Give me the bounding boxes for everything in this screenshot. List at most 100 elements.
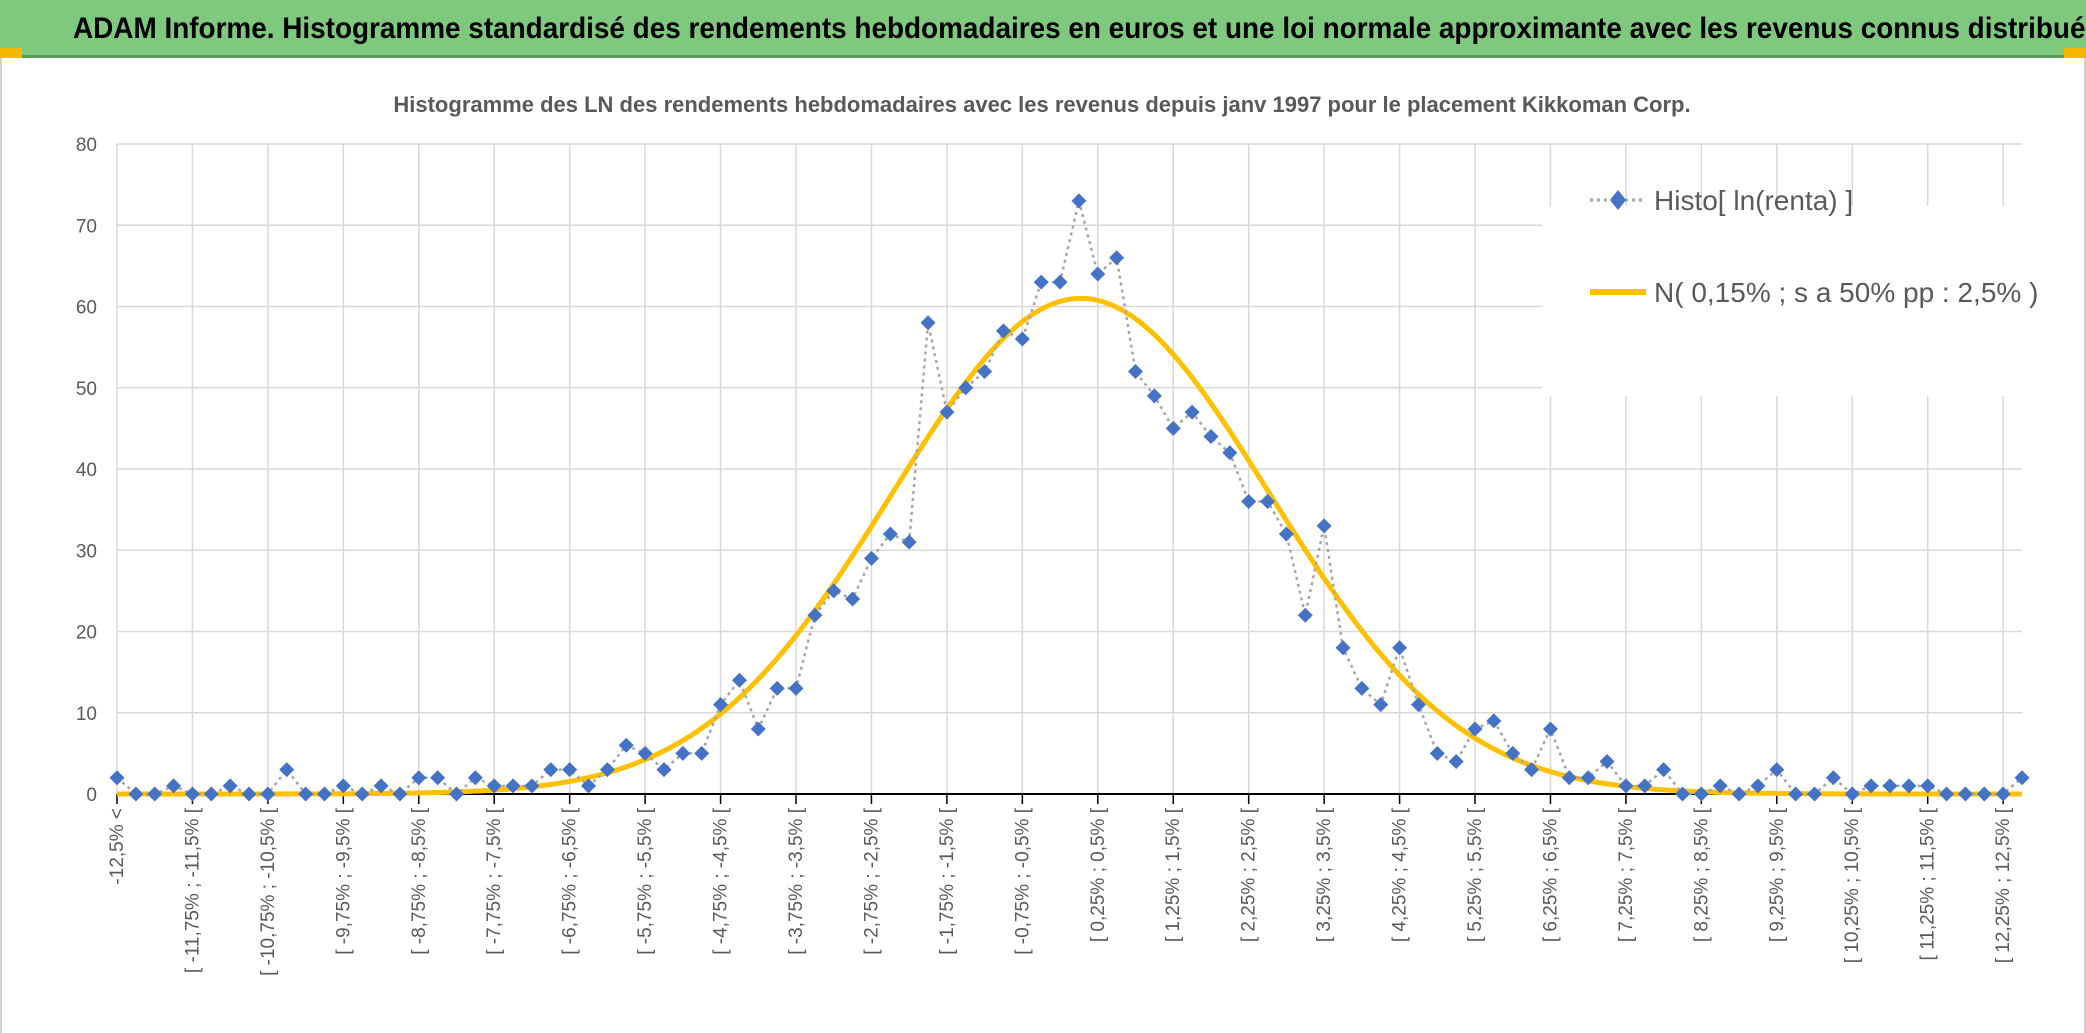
histo-point — [1731, 786, 1747, 802]
histo-point — [1241, 494, 1257, 509]
histo-point — [222, 778, 238, 794]
histo-point — [1957, 786, 1973, 802]
histo-point — [1693, 786, 1709, 802]
histo-point — [1071, 193, 1087, 209]
x-tick-label: [ 7,25% ; 7,5% [ — [1616, 807, 1637, 942]
histo-point — [1863, 778, 1879, 794]
histo-point — [1580, 770, 1596, 786]
histo-point — [2014, 770, 2030, 786]
histo-point — [486, 778, 502, 794]
legend-box — [1542, 206, 2042, 396]
report-banner: ADAM Informe. Histogramme standardisé de… — [0, 0, 2086, 58]
histo-point — [1316, 518, 1332, 534]
histo-point — [769, 680, 785, 696]
histo-point — [599, 762, 615, 778]
histo-point — [543, 762, 559, 778]
histo-point — [128, 786, 144, 802]
y-tick-label: 70 — [76, 216, 97, 237]
histo-point — [260, 786, 276, 802]
histo-point — [1203, 429, 1219, 444]
histo-point — [788, 680, 804, 696]
y-axis: 0 10 20 30 40 50 60 70 80 — [76, 135, 97, 806]
histo-point — [920, 315, 936, 331]
histo-point — [995, 323, 1011, 339]
histo-point — [977, 364, 993, 379]
legend-normal-label: N( 0,15% ; s a 50% pp : 2,5% ) — [1654, 277, 2038, 308]
histo-point — [901, 534, 917, 550]
y-tick-label: 60 — [76, 298, 97, 319]
histo-point — [1222, 445, 1238, 461]
histo-point — [411, 770, 427, 786]
histo-point — [1448, 754, 1464, 769]
legend: Histo[ ln(renta) ] N( 0,15% ; s a 50% pp… — [1542, 185, 2042, 396]
histo-point — [467, 770, 483, 786]
histo-point — [1901, 778, 1917, 794]
x-tick-label: [ -6,75% ; -6,5% [ — [560, 807, 581, 955]
histo-point — [1505, 745, 1521, 761]
histo-point — [1052, 274, 1068, 290]
histo-point — [863, 550, 879, 566]
histo-point — [316, 786, 332, 802]
histo-point — [1335, 640, 1351, 656]
banner-accent-right — [2064, 48, 2086, 58]
x-tick-label: [ 2,25% ; 2,5% [ — [1239, 807, 1260, 942]
histo-point — [807, 607, 823, 623]
histo-point — [713, 697, 729, 713]
y-tick-label: 10 — [76, 704, 97, 725]
histo-point — [166, 778, 182, 794]
histo-point — [184, 786, 200, 802]
histo-point — [1637, 778, 1653, 794]
x-tick-label: [ -2,75% ; -2,5% [ — [861, 807, 882, 955]
histo-point — [1561, 770, 1577, 786]
histo-point — [1165, 420, 1181, 436]
x-tick-label: [ 11,25% ; 11,5% [ — [1918, 807, 1939, 960]
x-tick-label: [ 3,25% ; 3,5% [ — [1314, 807, 1335, 942]
histo-point — [1995, 786, 2011, 802]
histo-point — [939, 404, 955, 420]
histo-point — [1392, 640, 1408, 656]
histo-point — [1599, 754, 1615, 769]
histo-point — [1788, 786, 1804, 802]
histo-point — [241, 786, 257, 802]
histogram-chart: Histogramme des LN des rendements hebdom… — [76, 92, 2042, 976]
histo-point — [505, 778, 521, 794]
x-tick-label: [ -1,75% ; -1,5% [ — [937, 807, 958, 955]
x-tick-label: [ -11,75% ; -11,5% [ — [182, 807, 203, 973]
histo-point — [1807, 786, 1823, 802]
x-tick-label: [ 8,25% ; 8,5% [ — [1691, 807, 1712, 942]
banner-accent-left — [0, 48, 22, 58]
histo-point — [392, 786, 408, 802]
histo-point — [694, 745, 710, 761]
histo-point — [750, 721, 766, 737]
histo-point — [1260, 494, 1276, 509]
x-tick-label: [ -9,75% ; -9,5% [ — [333, 807, 354, 955]
x-tick-label: [ 4,25% ; 4,5% [ — [1390, 807, 1411, 942]
x-tick-label: [ 9,25% ; 9,5% [ — [1767, 807, 1788, 942]
histo-point — [826, 583, 842, 599]
histo-point — [1769, 762, 1785, 778]
report-title: ADAM Informe. Histogramme standardisé de… — [73, 12, 2086, 45]
x-tick-label: [ 5,25% ; 5,5% [ — [1465, 807, 1486, 942]
histo-point — [1939, 786, 1955, 802]
y-tick-label: 80 — [76, 135, 97, 156]
histo-point — [147, 786, 163, 802]
histo-point — [524, 778, 540, 794]
y-tick-label: 50 — [76, 379, 97, 400]
x-tick-label: [ -7,75% ; -7,5% [ — [484, 807, 505, 955]
legend-histo-label: Histo[ ln(renta) ] — [1654, 185, 1853, 216]
histo-point — [1920, 778, 1936, 794]
histo-point — [1354, 680, 1370, 696]
histo-point — [335, 778, 351, 794]
histo-point — [1033, 274, 1049, 290]
x-tick-label: [ -4,75% ; -4,5% [ — [711, 807, 732, 955]
histo-point — [1278, 526, 1294, 542]
legend-histo-marker — [1610, 190, 1626, 210]
x-tick-label: [ 0,25% ; 0,5% [ — [1088, 807, 1109, 942]
histo-point — [1712, 778, 1728, 794]
histo-point — [1410, 697, 1426, 713]
histo-point — [675, 745, 691, 761]
x-tick-label: -12,5% < — [107, 808, 128, 885]
histo-point — [1882, 778, 1898, 794]
histo-point — [1128, 364, 1144, 379]
histo-point — [845, 591, 861, 607]
